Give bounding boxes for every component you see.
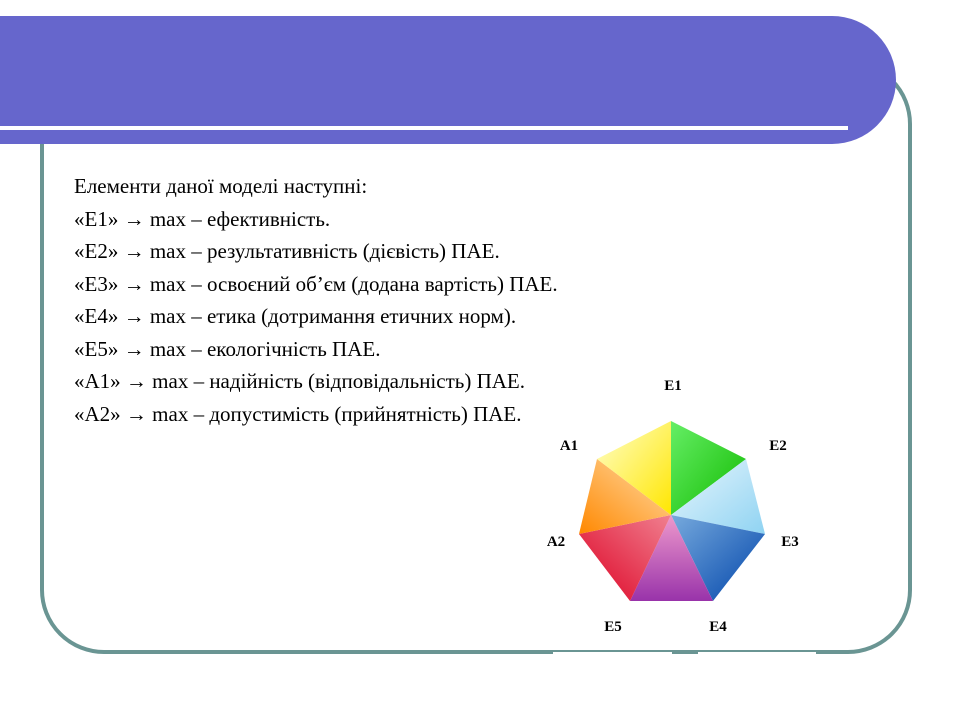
elements-list: Елементи даної моделі наступні: «Е1» → m… xyxy=(74,170,558,430)
slice-e2 xyxy=(671,459,765,534)
frame-gap-right xyxy=(698,652,816,660)
header-bar xyxy=(0,16,896,144)
list-item-e5: «Е5» → max – екологічність ПАЕ. xyxy=(74,336,381,361)
label-a2: А2 xyxy=(547,534,565,550)
label-e4: Е4 xyxy=(709,619,727,635)
list-item-e3: «Е3» → max – освоєний об’єм (додана варт… xyxy=(74,271,558,296)
list-item-a1: «А1» → max – надійність (відповідальніст… xyxy=(74,369,525,393)
list-item-e4: «Е4» → max – етика (дотримання етичних н… xyxy=(74,304,517,328)
header-divider xyxy=(0,126,848,130)
slice-e1 xyxy=(671,421,746,515)
label-e5: Е5 xyxy=(604,619,622,635)
list-item-e2: «Е2» → max – результативність (дієвість)… xyxy=(74,239,500,263)
list-intro: Елементи даної моделі наступні: xyxy=(74,174,368,198)
slice-e5 xyxy=(579,515,671,601)
slice-a1 xyxy=(597,421,671,515)
list-item-a2: «А2» → max – допустимість (прийнятність)… xyxy=(74,401,522,426)
label-e3: Е3 xyxy=(781,534,799,550)
slice-e3 xyxy=(671,515,765,601)
list-item-e1: «Е1» → max – ефективність. xyxy=(74,206,331,231)
frame-gap-left xyxy=(553,652,672,660)
label-e1: Е1 xyxy=(664,378,682,394)
label-e2: Е2 xyxy=(769,438,787,454)
slice-e4 xyxy=(630,515,713,601)
label-a1: А1 xyxy=(560,438,578,454)
heptagon-diagram: Е1 Е2 Е3 Е4 Е5 А2 А1 xyxy=(547,378,799,635)
slice-a2 xyxy=(579,459,671,534)
